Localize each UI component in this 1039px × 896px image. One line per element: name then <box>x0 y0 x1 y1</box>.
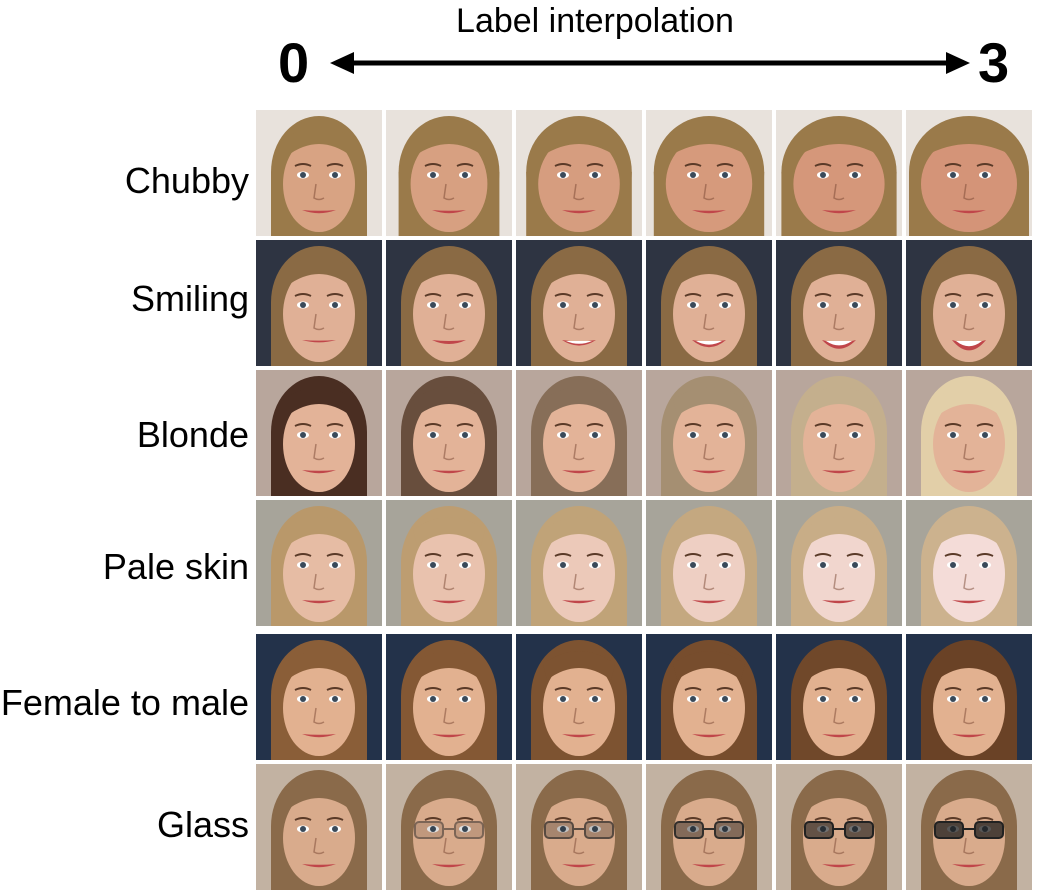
face-image <box>516 370 642 496</box>
face-image <box>906 764 1032 890</box>
face-image <box>646 764 772 890</box>
interpolation-end-label: 3 <box>978 31 1010 94</box>
face-image <box>516 110 642 236</box>
face-image <box>516 764 642 890</box>
face-image <box>256 764 382 890</box>
face-image <box>776 240 902 366</box>
face-image <box>256 500 382 626</box>
face-image <box>776 500 902 626</box>
row-label: Blonde <box>136 414 249 455</box>
row-label: Chubby <box>124 160 249 201</box>
face-image <box>776 370 902 496</box>
face-image <box>646 634 772 760</box>
face-image <box>776 110 902 236</box>
face-image <box>386 634 512 760</box>
face-image <box>256 634 382 760</box>
face-image <box>386 240 512 366</box>
row-label: Smiling <box>130 278 249 319</box>
face-image <box>256 110 382 236</box>
face-image <box>646 110 772 236</box>
face-image <box>906 500 1032 626</box>
face-image <box>386 110 512 236</box>
face-image <box>516 500 642 626</box>
face-image <box>906 634 1032 760</box>
header-title: Label interpolation <box>456 2 734 40</box>
face-image <box>906 110 1032 236</box>
face-image <box>776 634 902 760</box>
face-image <box>516 240 642 366</box>
face-image <box>646 500 772 626</box>
row-label: Pale skin <box>102 546 249 587</box>
face-image <box>906 370 1032 496</box>
row-label: Female to male <box>0 682 249 723</box>
interpolation-start-label: 0 <box>278 31 310 94</box>
face-image <box>516 634 642 760</box>
double-arrow-icon <box>330 52 970 74</box>
face-image <box>386 370 512 496</box>
face-image <box>256 370 382 496</box>
face-grid <box>256 110 1034 894</box>
face-image <box>646 370 772 496</box>
face-image <box>256 240 382 366</box>
face-image <box>776 764 902 890</box>
face-image <box>646 240 772 366</box>
row-label: Glass <box>156 804 249 845</box>
face-image <box>906 240 1032 366</box>
face-image <box>386 764 512 890</box>
face-image <box>386 500 512 626</box>
